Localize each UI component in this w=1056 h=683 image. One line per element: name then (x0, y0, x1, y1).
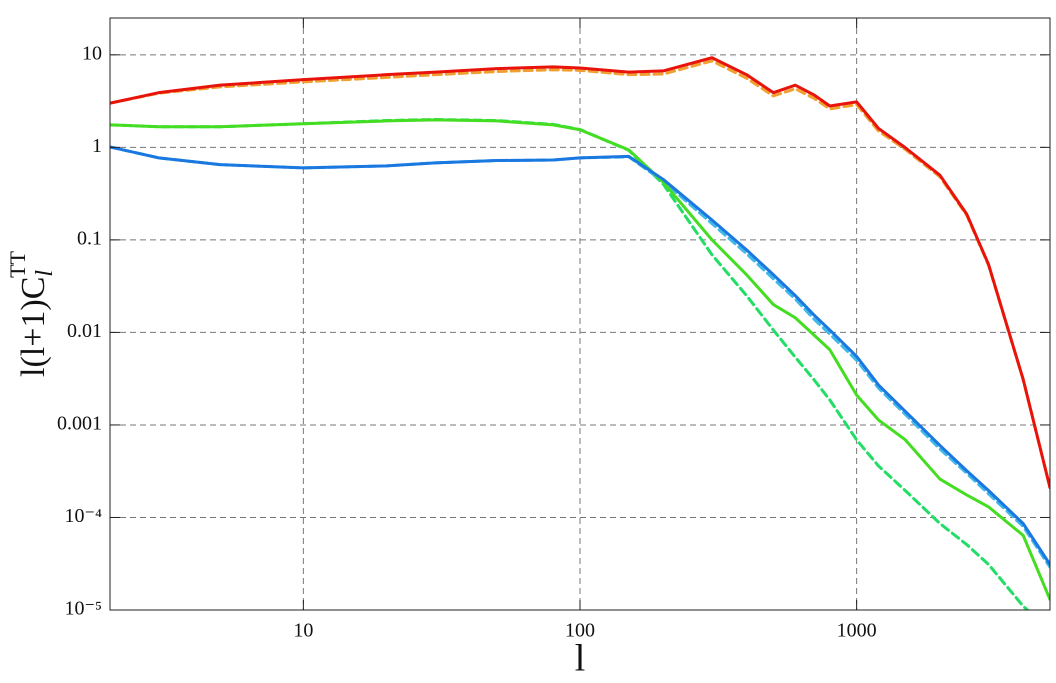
y-label-sup: TT (5, 250, 30, 277)
y-tick-label: 10⁻⁵ (64, 598, 102, 620)
y-axis-label: l(l+1)ClTT (5, 250, 57, 377)
y-label-sub: l (32, 270, 58, 277)
y-tick-label: 0.001 (57, 413, 102, 435)
x-tick-label: 100 (565, 620, 595, 642)
x-tick-label: 10 (293, 620, 313, 642)
series-line (110, 145, 1050, 567)
y-tick-label: 10⁻⁴ (64, 505, 102, 527)
x-axis-label: l (575, 638, 586, 680)
y-label-base: l(l+1)C (15, 277, 52, 377)
series-line (110, 56, 1050, 490)
plot-area (110, 56, 1050, 610)
series-line (110, 118, 1050, 601)
y-tick-label: 1 (92, 135, 102, 157)
grid (110, 18, 1050, 610)
y-tick-label: 10 (82, 42, 102, 64)
x-tick-label: 1000 (837, 620, 877, 642)
y-tick-label: 0.01 (67, 320, 102, 342)
y-tick-label: 0.1 (77, 227, 102, 249)
